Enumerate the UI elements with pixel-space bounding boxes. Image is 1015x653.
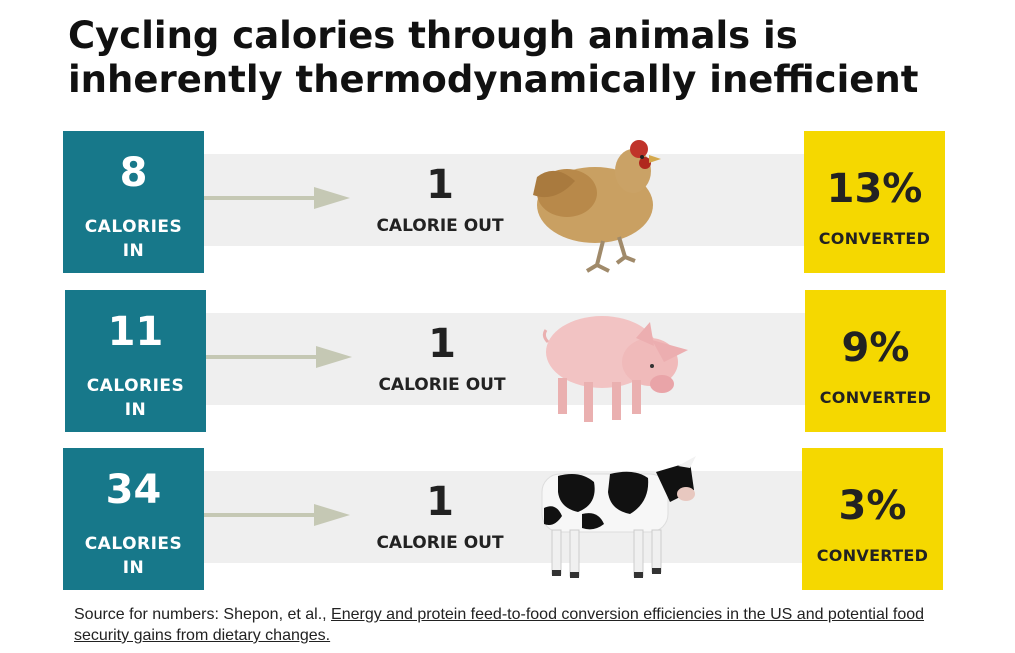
percent-value: 9% [841,325,910,371]
source-link[interactable]: Energy and protein feed-to-food conversi… [74,606,925,644]
pig-icon [542,316,688,422]
arrow-icon [204,187,350,209]
percent-label: CONVERTED [818,229,931,248]
calories-out-value: 1 [426,479,454,525]
calories-in-label: CALORIES IN [86,376,185,420]
calories-in-box: 34 CALORIES IN [63,448,204,590]
arrow-icon [206,346,352,368]
row-cow: 34 CALORIES IN 1 CALORIE OUT 3% CONVERTED [0,448,1015,590]
percent-value: 3% [838,483,907,529]
chicken-icon [533,140,661,273]
calories-in-box: 8 CALORIES IN [63,131,204,273]
calories-out-label: CALORIE OUT [378,375,506,395]
calories-out-value: 1 [426,162,454,208]
calories-in-box: 11 CALORIES IN [65,290,206,432]
calories-in-value: 11 [107,309,164,355]
calories-in-value: 8 [119,150,148,196]
page-title: Cycling calories through animals is inhe… [68,14,919,101]
calories-out-label: CALORIE OUT [376,533,504,553]
percent-converted-box: 13% CONVERTED [804,131,945,273]
percent-label: CONVERTED [816,546,929,565]
percent-value: 13% [826,166,923,212]
calories-out-value: 1 [428,321,456,367]
percent-label: CONVERTED [819,388,932,407]
calories-in-label: CALORIES IN [84,217,183,261]
row-pig: 11 CALORIES IN 1 CALORIE OUT 9% CONVERTED [0,290,1015,432]
calories-in-label: CALORIES IN [84,534,183,578]
percent-converted-box: 3% CONVERTED [802,448,943,590]
source-citation: Source for numbers: Shepon, et al., Ener… [74,604,954,646]
percent-converted-box: 9% CONVERTED [805,290,946,432]
row-chicken: 8 CALORIES IN 1 CALORIE OUT 13% CONVERTED [0,131,1015,273]
arrow-icon [204,504,350,526]
calories-in-value: 34 [105,467,162,513]
cow-icon [541,456,696,578]
calories-out-label: CALORIE OUT [376,216,504,236]
source-prefix: Source for numbers: Shepon, et al., [74,606,332,623]
